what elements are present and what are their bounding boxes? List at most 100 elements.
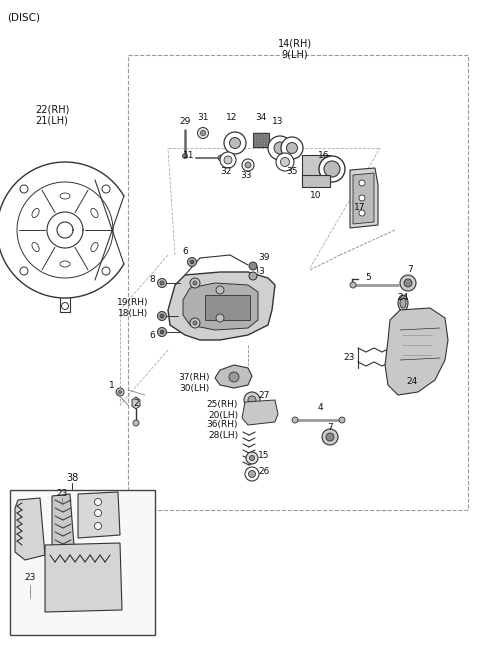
Circle shape: [249, 262, 257, 270]
Polygon shape: [78, 492, 120, 538]
Polygon shape: [350, 168, 378, 228]
Text: 4: 4: [317, 403, 323, 413]
Circle shape: [350, 282, 356, 288]
Polygon shape: [15, 498, 45, 560]
Text: 13: 13: [272, 117, 284, 127]
Bar: [253, 133, 269, 147]
Text: 26: 26: [258, 468, 269, 476]
Text: 6: 6: [182, 247, 188, 256]
Polygon shape: [52, 494, 75, 562]
Ellipse shape: [60, 261, 70, 267]
Text: 10: 10: [310, 190, 322, 199]
Circle shape: [102, 185, 110, 193]
Circle shape: [242, 159, 254, 171]
Polygon shape: [215, 365, 252, 388]
Circle shape: [246, 452, 258, 464]
Circle shape: [359, 210, 365, 216]
Circle shape: [249, 470, 255, 478]
Text: 5: 5: [365, 274, 371, 283]
Circle shape: [160, 281, 164, 285]
Bar: [128, 55, 468, 510]
Text: 22(RH)
21(LH): 22(RH) 21(LH): [35, 104, 69, 126]
Circle shape: [245, 162, 251, 168]
Circle shape: [95, 510, 101, 516]
Circle shape: [119, 390, 121, 394]
Ellipse shape: [32, 243, 39, 252]
Circle shape: [102, 267, 110, 275]
Circle shape: [248, 396, 256, 404]
Text: 23: 23: [24, 573, 36, 583]
Text: 35: 35: [286, 167, 298, 176]
Circle shape: [244, 392, 260, 408]
Text: (DISC): (DISC): [7, 12, 40, 22]
Circle shape: [188, 258, 196, 266]
Ellipse shape: [400, 298, 406, 308]
Text: 24: 24: [407, 377, 418, 386]
Circle shape: [61, 302, 69, 310]
Circle shape: [324, 161, 340, 177]
Text: 1: 1: [109, 380, 115, 390]
Circle shape: [319, 156, 345, 182]
Ellipse shape: [398, 295, 408, 311]
Circle shape: [193, 281, 197, 285]
Circle shape: [197, 127, 208, 138]
Text: 23: 23: [344, 354, 355, 363]
Circle shape: [359, 180, 365, 186]
Circle shape: [229, 372, 239, 382]
Circle shape: [95, 522, 101, 529]
Circle shape: [190, 318, 200, 328]
Circle shape: [276, 153, 294, 171]
Circle shape: [224, 156, 232, 164]
Bar: [302, 175, 330, 187]
Text: 39: 39: [258, 253, 269, 262]
Bar: [302, 155, 330, 183]
Circle shape: [292, 417, 298, 423]
Circle shape: [182, 154, 188, 159]
Text: 34: 34: [255, 113, 267, 123]
Text: 8: 8: [149, 276, 155, 285]
Circle shape: [250, 455, 254, 461]
Circle shape: [160, 314, 164, 318]
Polygon shape: [353, 173, 374, 224]
Text: 6: 6: [149, 331, 155, 340]
Text: 7: 7: [327, 424, 333, 432]
Circle shape: [229, 138, 240, 148]
Text: 29: 29: [180, 117, 191, 127]
Text: 25(RH)
20(LH): 25(RH) 20(LH): [206, 400, 238, 420]
Circle shape: [280, 157, 289, 167]
Text: 2: 2: [133, 398, 139, 407]
Text: 3: 3: [258, 266, 264, 276]
Circle shape: [160, 330, 164, 334]
Text: 14(RH)
9(LH): 14(RH) 9(LH): [278, 38, 312, 60]
Circle shape: [224, 132, 246, 154]
Text: 24: 24: [397, 293, 408, 302]
Circle shape: [95, 499, 101, 506]
Circle shape: [268, 136, 292, 160]
Circle shape: [20, 267, 28, 275]
Text: 37(RH)
30(LH): 37(RH) 30(LH): [179, 373, 210, 393]
Ellipse shape: [91, 243, 98, 252]
Circle shape: [400, 275, 416, 291]
Circle shape: [133, 420, 139, 426]
Circle shape: [339, 417, 345, 423]
Bar: [205, 295, 250, 320]
Circle shape: [216, 314, 224, 322]
Circle shape: [193, 321, 197, 325]
Text: 27: 27: [258, 390, 269, 400]
Circle shape: [287, 142, 298, 154]
Ellipse shape: [32, 209, 39, 218]
Circle shape: [281, 137, 303, 159]
Circle shape: [157, 327, 167, 337]
Text: 16: 16: [318, 150, 329, 159]
Bar: [10, 490, 155, 635]
Circle shape: [218, 155, 224, 161]
Text: 7: 7: [407, 266, 413, 274]
Circle shape: [322, 429, 338, 445]
Circle shape: [249, 272, 257, 280]
Text: 38: 38: [66, 473, 78, 483]
Text: 32: 32: [220, 167, 232, 176]
Polygon shape: [385, 308, 448, 395]
Polygon shape: [242, 400, 278, 425]
Text: 15: 15: [258, 451, 269, 461]
Polygon shape: [183, 283, 258, 330]
